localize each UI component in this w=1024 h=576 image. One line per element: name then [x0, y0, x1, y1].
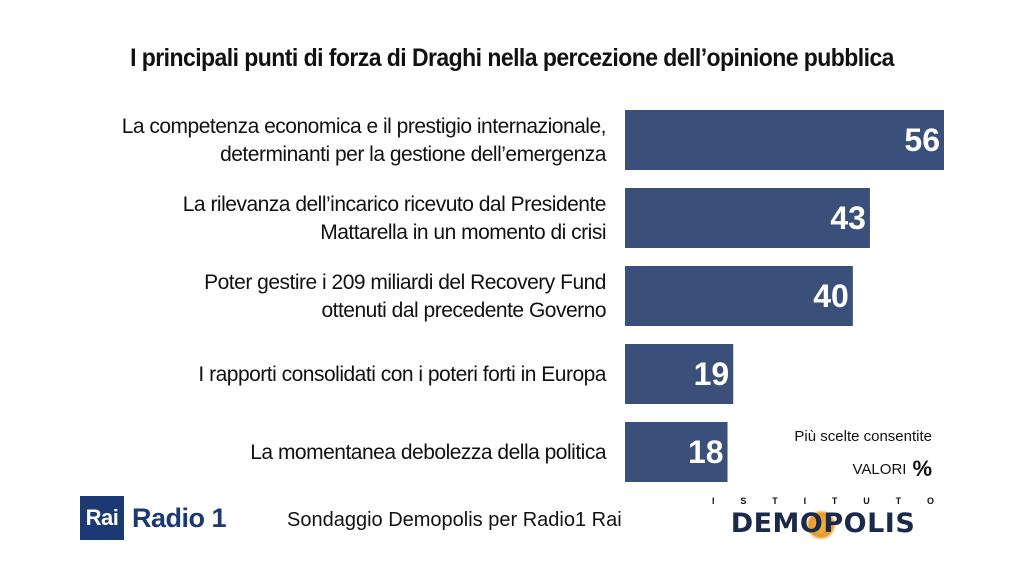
- bar-value-label: 19: [694, 356, 730, 392]
- category-label: determinanti per la gestione dell’emerge…: [220, 143, 607, 166]
- demopolis-letter: S: [740, 496, 747, 506]
- demopolis-letter: I: [712, 496, 715, 506]
- demopolis-name: DEMOPOLIS: [730, 508, 916, 539]
- rai-logo-box: Rai: [80, 496, 124, 540]
- bar: [625, 188, 870, 248]
- demopolis-sun-icon: [806, 510, 836, 540]
- bar-value-label: 18: [688, 434, 724, 470]
- note-values: VALORI%: [853, 456, 932, 482]
- bar: [625, 344, 734, 404]
- note-multiple-choices: Più scelte consentite: [794, 428, 932, 445]
- demopolis-letter: U: [863, 496, 870, 506]
- demopolis-letter: O: [926, 496, 934, 506]
- category-label: I rapporti consolidati con i poteri fort…: [198, 363, 606, 386]
- source-note: Sondaggio Demopolis per Radio1 Rai: [287, 509, 622, 531]
- radio1-logo-text: Radio 1: [132, 502, 227, 533]
- bar-value-label: 40: [813, 278, 849, 314]
- rai-radio1-logo: Rai Radio 1: [80, 496, 227, 540]
- bar: [625, 266, 853, 326]
- category-label: La momentanea debolezza della politica: [250, 441, 607, 464]
- bar-value-label: 56: [904, 122, 940, 158]
- bar-value-label: 43: [830, 200, 866, 236]
- category-label: La competenza economica e il prestigio i…: [122, 115, 606, 138]
- demopolis-letter: T: [831, 496, 838, 506]
- demopolis-logo: I S T I T U T O DEMOPOLIS: [712, 496, 934, 542]
- demopolis-letter: I: [803, 496, 807, 506]
- category-label: ottenuti dal precedente Governo: [321, 299, 606, 322]
- bar: [625, 422, 728, 482]
- demopolis-letter: T: [772, 496, 778, 506]
- category-label: La rilevanza dell’incarico ricevuto dal …: [183, 193, 606, 216]
- demopolis-letter: T: [895, 496, 902, 506]
- note-values-label: VALORI: [852, 461, 907, 478]
- category-label: Mattarella in un momento di crisi: [320, 221, 606, 244]
- bar: [625, 110, 944, 170]
- note-percent-sign: %: [912, 456, 932, 481]
- category-label: Poter gestire i 209 miliardi del Recover…: [204, 271, 606, 294]
- chart-title: I principali punti di forza di Draghi ne…: [130, 44, 894, 72]
